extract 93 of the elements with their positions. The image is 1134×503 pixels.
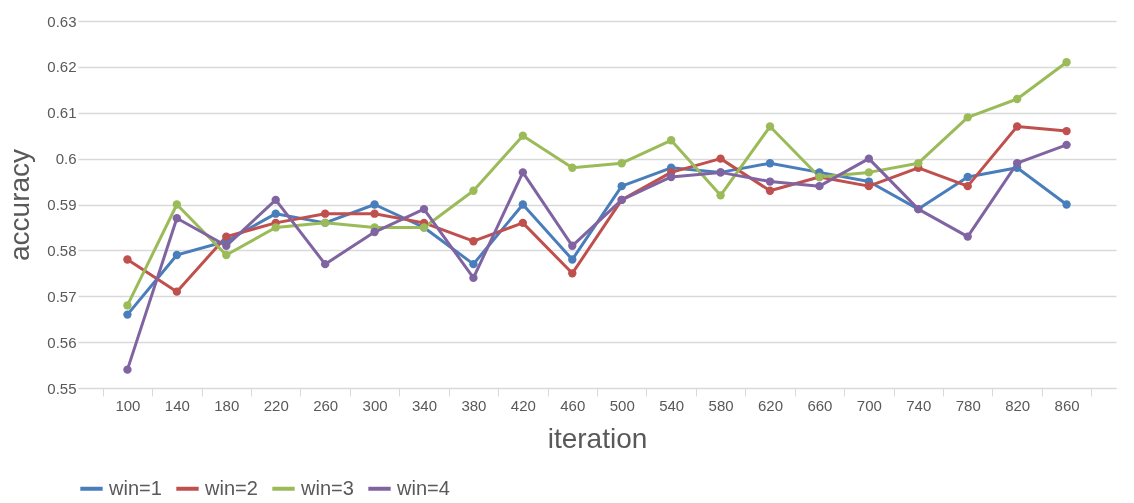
- point: [123, 255, 132, 264]
- point: [123, 365, 132, 374]
- point: [864, 168, 874, 177]
- point: [568, 163, 577, 172]
- point: [123, 301, 132, 310]
- x-tick-label: 140: [164, 396, 190, 414]
- point: [568, 269, 577, 278]
- point: [1012, 159, 1022, 168]
- legend-label: win=3: [300, 476, 354, 499]
- point: [765, 177, 775, 186]
- x-tick-label: 300: [362, 396, 388, 414]
- point: [568, 255, 577, 264]
- x-tick-label: 780: [955, 396, 981, 414]
- point: [1062, 58, 1071, 67]
- y-tick-label: 0.59: [47, 196, 77, 213]
- point: [864, 154, 874, 163]
- x-tick-label: 380: [461, 396, 487, 414]
- point: [1012, 94, 1022, 104]
- x-tick-label: 180: [214, 396, 240, 414]
- point: [1062, 140, 1071, 150]
- point: [716, 154, 725, 163]
- x-tick-label: 420: [510, 396, 536, 414]
- point: [518, 218, 528, 228]
- point: [172, 287, 182, 296]
- x-tick-label: 580: [708, 396, 734, 414]
- x-tick-label: 500: [609, 396, 635, 414]
- point: [765, 186, 775, 195]
- point: [518, 200, 528, 209]
- point: [419, 204, 429, 214]
- y-tick-label: 0.55: [47, 379, 77, 397]
- point: [963, 172, 972, 182]
- x-axis-title: iteration: [547, 422, 648, 454]
- point: [172, 214, 182, 223]
- point: [963, 181, 972, 191]
- point: [469, 237, 478, 246]
- point: [617, 181, 626, 191]
- point: [172, 250, 182, 260]
- point: [765, 122, 775, 131]
- x-tick-label: 540: [659, 396, 685, 414]
- x-tick-label: 820: [1005, 396, 1031, 414]
- point: [320, 209, 330, 218]
- point: [370, 200, 379, 209]
- point: [914, 159, 923, 168]
- point: [666, 136, 676, 145]
- y-tick-label: 0.61: [47, 104, 77, 122]
- point: [222, 232, 231, 241]
- point: [1062, 126, 1071, 136]
- point: [469, 259, 478, 269]
- point: [568, 241, 577, 250]
- point: [518, 168, 528, 177]
- x-tick-label: 260: [313, 396, 339, 414]
- x-tick-label: 340: [411, 396, 438, 414]
- point: [617, 159, 626, 168]
- point: [963, 232, 972, 241]
- y-tick-label: 0.62: [47, 58, 77, 76]
- point: [518, 131, 528, 140]
- point: [222, 241, 231, 250]
- point: [222, 250, 231, 260]
- point: [716, 191, 725, 200]
- x-tick-label: 860: [1054, 396, 1080, 414]
- point: [815, 181, 824, 191]
- point: [370, 227, 379, 237]
- point: [123, 310, 132, 319]
- point: [370, 209, 379, 218]
- x-tick-label: 740: [906, 396, 932, 414]
- x-tick-label: 220: [263, 396, 289, 414]
- x-tick-label: 460: [560, 396, 586, 414]
- legend-label: win=4: [396, 476, 450, 499]
- point: [1012, 122, 1022, 131]
- point: [963, 113, 972, 122]
- point: [320, 259, 330, 269]
- y-tick-label: 0.57: [47, 287, 77, 305]
- y-tick-label: 0.58: [47, 241, 77, 259]
- y-tick-label: 0.56: [47, 333, 77, 351]
- point: [666, 172, 676, 182]
- x-tick-label: 620: [757, 396, 784, 414]
- x-tick-label: 700: [856, 396, 882, 414]
- legend-label: win=2: [204, 476, 258, 499]
- point: [172, 200, 182, 209]
- point: [469, 186, 478, 195]
- point: [271, 223, 280, 232]
- y-tick-label: 0.6: [55, 150, 77, 168]
- point: [765, 159, 775, 168]
- y-tick-label: 0.63: [47, 12, 77, 30]
- point: [271, 209, 280, 218]
- y-axis-title: accuracy: [4, 148, 36, 262]
- point: [864, 181, 874, 191]
- x-tick-label: 100: [115, 396, 141, 414]
- point: [1062, 200, 1071, 209]
- point: [469, 273, 478, 283]
- x-tick-label: 660: [807, 396, 833, 414]
- legend-label: win=1: [108, 476, 162, 499]
- point: [271, 195, 280, 205]
